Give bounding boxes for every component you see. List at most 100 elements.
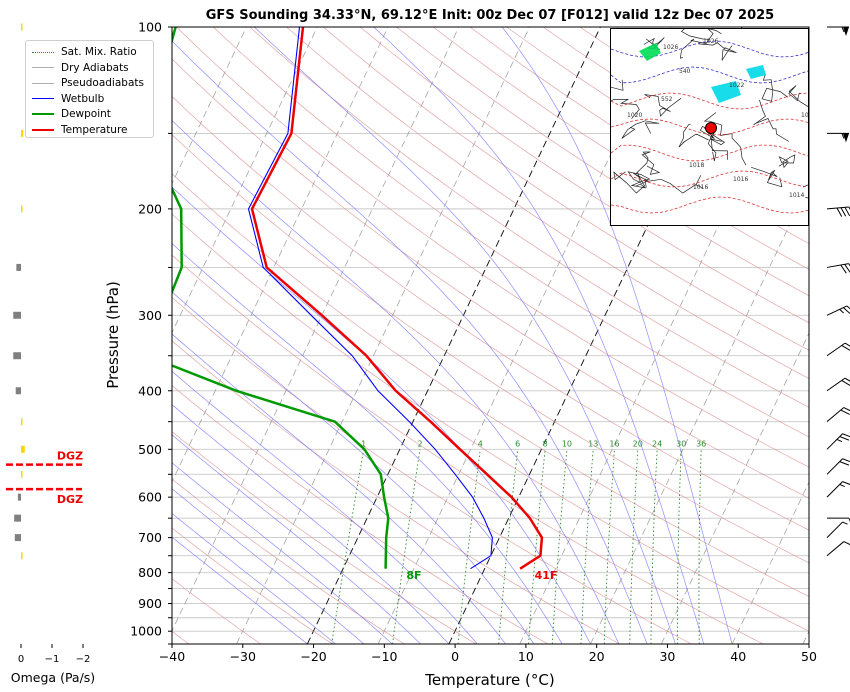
wind-barb	[826, 206, 850, 217]
omega-bar	[21, 418, 23, 426]
x-tick-label: 50	[801, 649, 817, 664]
map-border	[611, 99, 640, 120]
inset-map: 1026 1026 1022 552 540 1014 1018 1016 1016 1014 10…	[610, 28, 809, 226]
mixing-ratio-line	[650, 449, 658, 644]
map-contour	[611, 118, 808, 136]
pseudoadiabat	[172, 488, 365, 644]
location-marker	[705, 122, 717, 134]
map-border	[636, 151, 661, 175]
pseudoadiabat	[172, 40, 648, 644]
isotherm-line	[590, 183, 809, 644]
omega-tick-label: 0	[18, 654, 24, 665]
map-border	[644, 94, 682, 117]
mixing-ratio-label: 10	[562, 439, 572, 448]
x-tick-label: −40	[159, 649, 185, 664]
barb-half	[841, 26, 845, 33]
map-precip	[746, 65, 766, 79]
omega-bar	[17, 493, 21, 501]
y-tick-label: 100	[138, 20, 162, 35]
dry-adiabat	[172, 431, 477, 644]
map-contour-label: 1018	[689, 162, 704, 169]
omega-bar	[16, 263, 21, 271]
barb-full	[843, 541, 850, 547]
wind-barb	[826, 541, 850, 557]
y-tick-label: 700	[138, 530, 162, 545]
dry-adiabat	[322, 27, 809, 351]
legend-item: Wetbulb	[32, 92, 104, 106]
y-axis-label: Pressure (hPa)	[104, 281, 122, 389]
barb-staff	[826, 407, 845, 423]
mixing-ratio-line	[528, 449, 546, 644]
isotherm-line	[731, 481, 809, 644]
wind-barb	[827, 132, 849, 143]
barb-staff	[826, 433, 843, 450]
barb-full	[840, 409, 850, 415]
pseudoadiabat	[172, 243, 563, 644]
map-contour-label: 1026	[663, 44, 678, 51]
wind-barb	[826, 458, 850, 475]
mixing-ratio-line	[676, 449, 682, 644]
barb-staff	[826, 305, 848, 316]
pseudoadiabat	[172, 462, 393, 644]
map-border	[679, 29, 722, 59]
barb-staff	[826, 342, 846, 357]
x-axis-label: Temperature (°C)	[424, 671, 554, 689]
barb-full	[842, 481, 850, 486]
isotherm-line	[172, 27, 389, 483]
dry-adiabat	[172, 340, 620, 644]
mixing-ratio-label: 1	[361, 439, 366, 448]
mixing-ratio-label: 13	[588, 439, 598, 448]
dry-adiabat	[396, 27, 809, 297]
mixing-ratio-line	[698, 449, 702, 644]
map-contour	[611, 196, 808, 214]
omega-bar	[21, 445, 25, 453]
legend-label: Dry Adiabats	[61, 61, 129, 74]
map-contour-label: 1020	[627, 112, 642, 119]
dewpoint-surface-label: 8F	[406, 569, 421, 582]
legend-label: Sat. Mix. Ratio	[61, 46, 137, 58]
omega-tick-label: −2	[76, 654, 91, 665]
dry-adiabat	[172, 254, 764, 644]
barb-full	[844, 342, 850, 349]
omega-bar	[21, 552, 23, 560]
pseudoadiabat	[501, 27, 733, 644]
barb-half	[839, 483, 845, 488]
barb-full	[839, 436, 850, 441]
map-border	[678, 123, 709, 148]
dgz-label-bottom: DGZ	[57, 493, 83, 506]
legend-item: Dewpoint	[32, 107, 111, 121]
omega-tick-label: −1	[45, 654, 60, 665]
pseudoadiabat	[172, 536, 308, 644]
map-contour-label: 540	[679, 68, 691, 75]
map-contour-label: 1014	[801, 112, 809, 119]
wetbulb-line	[247, 27, 493, 570]
x-tick-label: 0	[451, 649, 459, 664]
map-border	[698, 42, 737, 61]
legend-item: Sat. Mix. Ratio	[32, 45, 137, 59]
pseudoadiabat	[172, 333, 506, 644]
y-tick-label: 800	[138, 565, 162, 580]
barb-full	[842, 433, 850, 438]
dry-adiabat	[286, 27, 809, 379]
legend-swatch	[32, 113, 54, 115]
legend-swatch	[32, 82, 54, 84]
map-contour-label: 1022	[729, 82, 744, 89]
mixing-ratio-label: 24	[652, 439, 662, 448]
barb-staff	[826, 541, 845, 557]
barb-flag	[843, 27, 849, 36]
legend-swatch	[32, 67, 54, 68]
pseudoadiabat	[172, 512, 336, 644]
barb-full	[843, 407, 850, 413]
map-contour-label: 552	[661, 96, 673, 103]
barb-full	[839, 461, 850, 466]
omega-bar	[13, 311, 21, 319]
barb-half	[841, 133, 845, 139]
zero-isotherm	[448, 27, 743, 644]
wind-barb	[826, 481, 850, 498]
minus20-isotherm	[306, 27, 601, 644]
wind-barb	[826, 305, 850, 316]
map-contour	[611, 40, 808, 58]
plot-frame	[171, 26, 810, 645]
map-contour	[611, 144, 808, 162]
